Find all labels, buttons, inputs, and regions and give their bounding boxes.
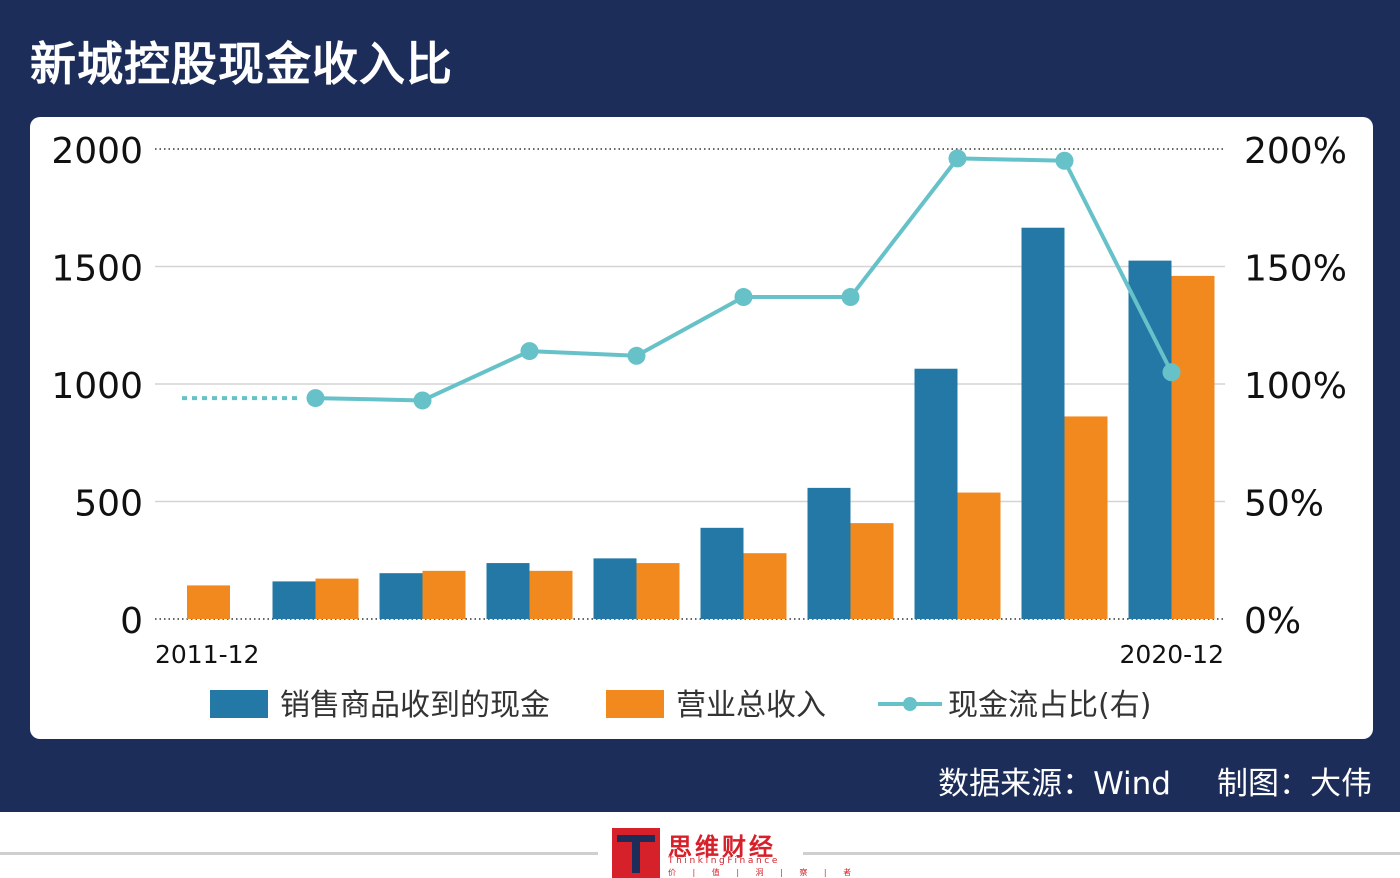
brand-name-en: ThinkingFinance — [668, 856, 780, 866]
ratio-point — [1055, 151, 1074, 170]
y-right-tick-label: 200% — [1244, 131, 1347, 172]
data-source: 数据来源：Wind — [938, 766, 1171, 802]
ratio-point — [734, 288, 753, 307]
ratio-point — [1162, 363, 1181, 382]
bar-cash-received — [700, 527, 744, 619]
chart-author: 制图：大伟 — [1217, 766, 1372, 802]
legend-label: 营业总收入 — [676, 688, 826, 723]
bar-cash-received — [807, 487, 851, 619]
bar-cash-received — [593, 558, 637, 619]
bar-total-revenue — [743, 553, 787, 619]
ratio-point — [841, 288, 860, 307]
credits: 数据来源：Wind 制图：大伟 — [930, 758, 1372, 803]
legend-label: 销售商品收到的现金 — [280, 688, 550, 723]
header-panel: 新城控股现金收入比 0 500 1000 1500 2000 0% 50% 100% 150% 2… — [0, 0, 1400, 812]
legend-swatch-total-revenue — [606, 690, 664, 718]
bar-cash-received — [379, 573, 423, 619]
y-left-tick-label: 1500 — [51, 249, 143, 290]
brand-tagline: 价 | 值 | 洞 | 察 | 者 — [668, 868, 859, 877]
legend-swatch-cash-received — [210, 690, 268, 718]
brand-logo[interactable]: 思维财经 ThinkingFinance 价 | 值 | 洞 | 察 | 者 — [612, 828, 851, 878]
page-title: 新城控股现金收入比 — [30, 37, 453, 91]
y-right-tick-label: 150% — [1244, 249, 1347, 290]
legend-swatch-ratio-point — [903, 697, 917, 711]
footer-divider-left — [0, 852, 598, 855]
bar-cash-received — [1021, 227, 1065, 619]
bar-cash-received — [272, 581, 316, 619]
bar-total-revenue — [315, 578, 359, 619]
bar-cash-received — [914, 368, 958, 619]
bar-total-revenue — [1171, 275, 1215, 619]
y-left-tick-label: 2000 — [51, 131, 143, 172]
y-right-tick-label: 50% — [1244, 484, 1324, 525]
footer-divider-right — [803, 852, 1400, 855]
bar-total-revenue — [1064, 416, 1108, 619]
y-right-tick-label: 0% — [1244, 601, 1301, 642]
bar-total-revenue — [957, 492, 1001, 619]
brand-name: 思维财经 — [668, 833, 776, 861]
bar-total-revenue — [850, 523, 894, 619]
legend-label: 现金流占比(右) — [948, 688, 1151, 723]
bar-total-revenue — [636, 563, 680, 619]
y-right-tick-label: 100% — [1244, 366, 1347, 407]
bar-total-revenue — [187, 585, 230, 619]
ratio-point — [627, 346, 646, 365]
y-left-tick-label: 0 — [120, 601, 143, 642]
chart: 0 500 1000 1500 2000 0% 50% 100% 150% 200% 2011-12… — [51, 131, 1347, 723]
y-left-tick-label: 1000 — [51, 366, 143, 407]
bar-total-revenue — [529, 570, 573, 619]
bar-total-revenue — [422, 570, 466, 619]
y-left-tick-label: 500 — [74, 484, 143, 525]
ratio-point — [306, 389, 325, 408]
x-tick-label: 2011-12 — [155, 640, 259, 669]
bar-cash-received — [486, 563, 530, 619]
ratio-point — [948, 149, 967, 168]
chart-card: 0 500 1000 1500 2000 0% 50% 100% 150% 200% 2011-12… — [30, 117, 1373, 739]
bar-cash-received — [1128, 260, 1172, 619]
ratio-point — [520, 342, 539, 361]
ratio-point — [413, 391, 432, 410]
x-tick-label: 2020-12 — [1120, 640, 1224, 669]
brand-logo-mark-icon — [612, 828, 660, 878]
